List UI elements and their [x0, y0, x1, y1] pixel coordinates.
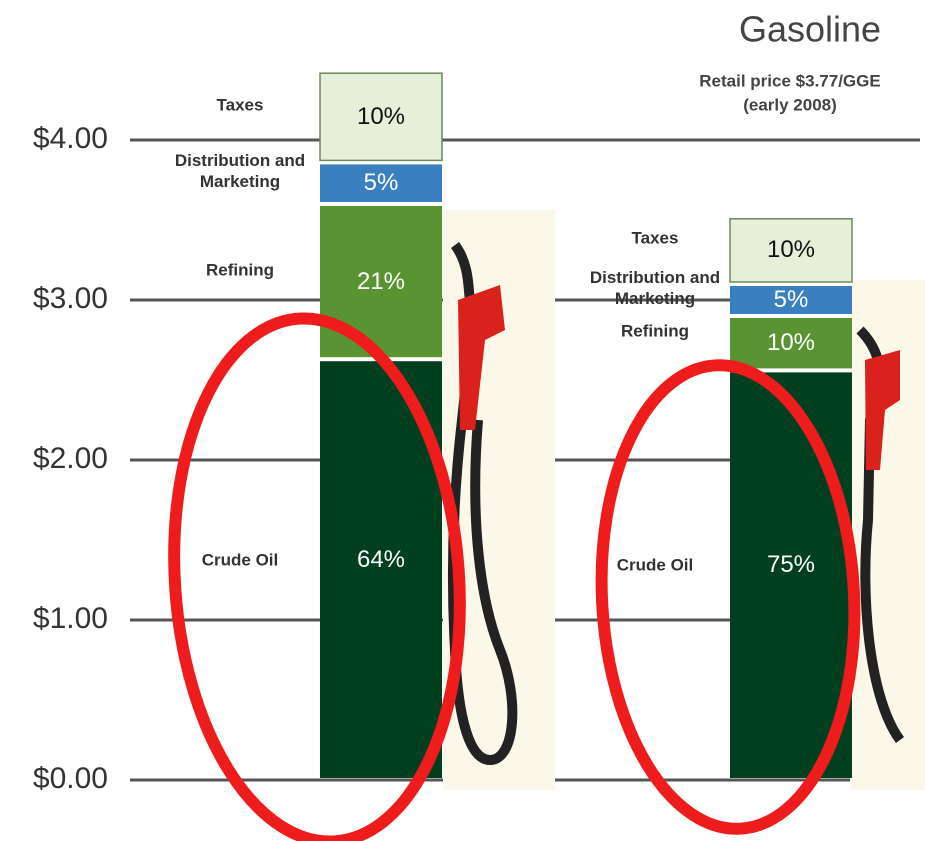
data-label: 21% [356, 267, 406, 295]
data-label: 75% [766, 551, 816, 579]
segment-label: Refining [206, 260, 274, 280]
y-tick-label: $0.00 [33, 762, 108, 795]
segment-label: Crude Oil [616, 555, 694, 575]
chart-subtitle: Retail price $3.77/GGE [699, 71, 880, 90]
data-label: 10% [766, 329, 816, 357]
y-tick-label: $3.00 [33, 282, 108, 315]
data-label: 5% [773, 286, 809, 313]
data-label: 5% [363, 169, 399, 197]
y-tick-label: $2.00 [33, 442, 108, 475]
bars [319, 72, 853, 778]
highlight-ellipse [595, 359, 861, 835]
bar-segment [319, 72, 443, 162]
y-tick-label: $1.00 [33, 602, 108, 635]
chart-note: (early 2008) [743, 95, 837, 114]
data-label: 64% [356, 545, 406, 573]
segment-label: Refining [621, 321, 689, 341]
bar-segment [729, 218, 853, 283]
bar-segment [730, 286, 852, 314]
bar-segment [730, 372, 852, 778]
segment-label: Distribution and Marketing [174, 151, 306, 192]
data-label: 10% [766, 236, 816, 264]
data-label: 10% [356, 102, 406, 130]
bar-segment [320, 164, 442, 202]
segment-label: Taxes [631, 228, 679, 248]
pump-decoration [443, 210, 925, 790]
y-tick-label: $4.00 [33, 122, 108, 155]
segment-label: Taxes [216, 95, 264, 115]
segment-label: Distribution and Marketing [589, 268, 721, 308]
bar-segment [730, 318, 852, 369]
segment-label: Crude Oil [201, 550, 279, 570]
highlight-ellipse [168, 312, 466, 841]
chart-title: Gasoline [739, 9, 881, 50]
